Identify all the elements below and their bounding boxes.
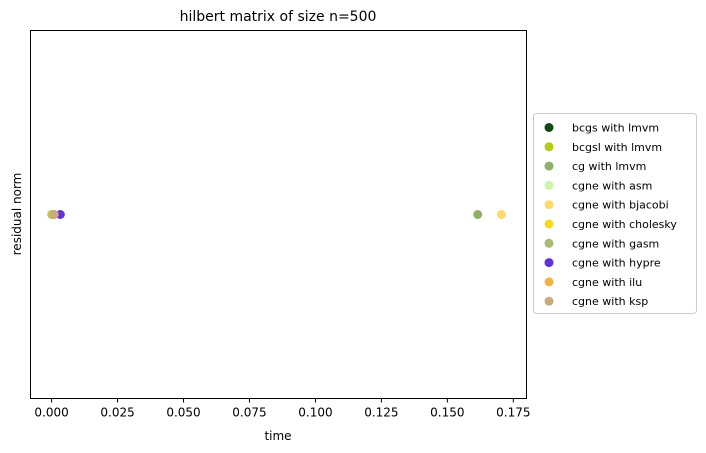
legend: bcgs with lmvm bcgsl with lmvm cg with lmv… — [533, 113, 697, 314]
legend-marker — [544, 180, 554, 190]
legend-marker — [544, 238, 554, 248]
x-tick-label: 0.125 — [364, 406, 398, 420]
x-tick-label: 0.175 — [496, 406, 530, 420]
x-axis: 0.000 0.025 0.050 0.075 0.100 0.125 0.150 0.175 — [34, 398, 530, 420]
data-point — [49, 210, 59, 219]
legend-label: cgne with asm — [572, 179, 652, 192]
legend-marker — [544, 161, 554, 171]
legend-marker — [544, 258, 554, 268]
legend-marker — [544, 200, 554, 210]
x-tick-label: 0.050 — [166, 406, 200, 420]
legend-label: cgne with ilu — [572, 276, 642, 289]
legend-box — [533, 113, 697, 314]
x-axis-label: time — [264, 429, 291, 443]
legend-marker — [544, 296, 554, 306]
legend-marker — [544, 277, 554, 287]
x-tick-label: 0.150 — [430, 406, 464, 420]
legend-marker — [544, 123, 554, 132]
legend-label: cgne with cholesky — [572, 218, 677, 231]
x-tick-label: 0.075 — [232, 406, 266, 420]
legend-label: bcgsl with lmvm — [572, 141, 662, 154]
plot-area — [30, 30, 527, 399]
legend-marker — [544, 142, 554, 152]
x-tick-label: 0.100 — [298, 406, 332, 420]
y-axis-label: residual norm — [10, 173, 24, 256]
legend-marker — [544, 219, 554, 229]
data-point — [473, 210, 483, 219]
legend-label: cgne with gasm — [572, 237, 659, 250]
legend-label: cg with lmvm — [572, 160, 646, 173]
x-tick-label: 0.025 — [100, 406, 134, 420]
legend-label: cgne with ksp — [572, 295, 648, 308]
legend-label: bcgs with lmvm — [572, 122, 659, 135]
chart-title: hilbert matrix of size n=500 — [180, 9, 377, 25]
data-points — [47, 210, 506, 219]
data-point — [496, 210, 506, 219]
legend-label: cgne with bjacobi — [572, 199, 669, 212]
legend-label: cgne with hypre — [572, 257, 661, 270]
x-tick-label: 0.000 — [34, 406, 68, 420]
